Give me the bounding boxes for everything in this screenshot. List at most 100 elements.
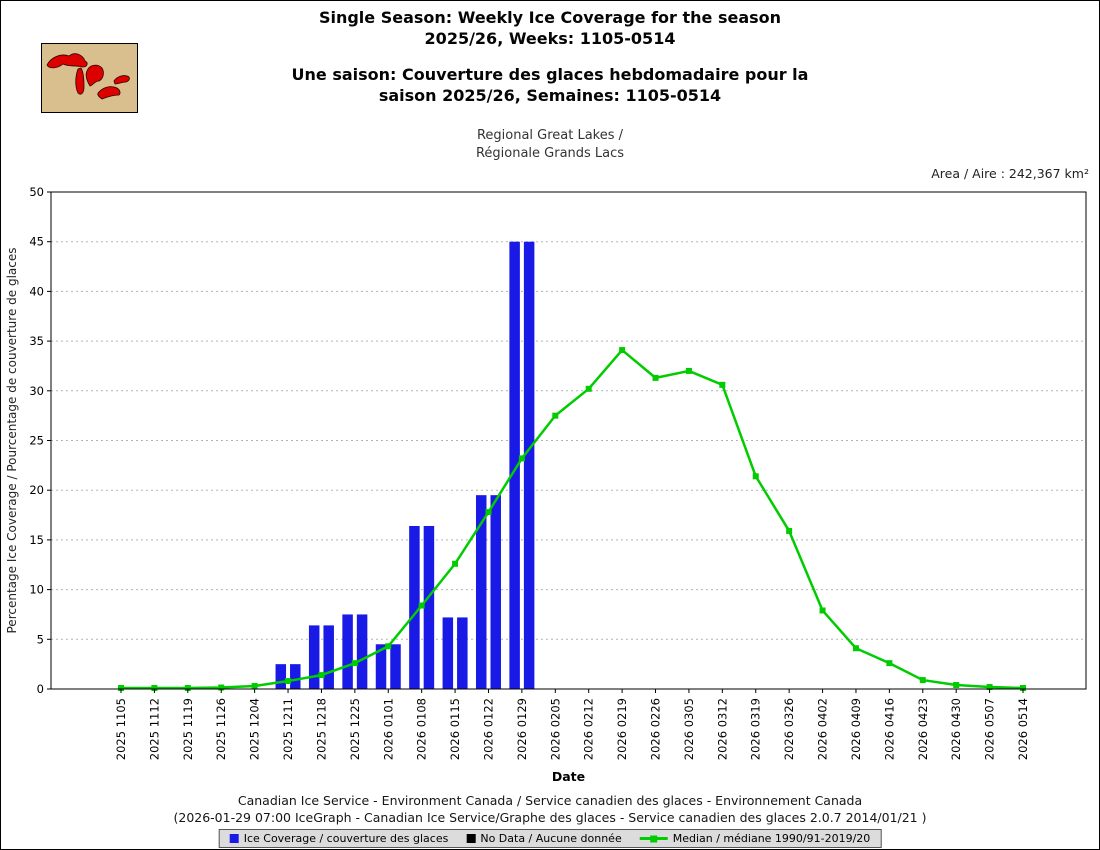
median-point (1020, 685, 1026, 692)
median-point (786, 527, 793, 534)
median-markers (118, 347, 1026, 692)
x-tick-label: 2025 1105 (114, 698, 128, 760)
ice-bar (457, 617, 468, 689)
x-tick-label: 2026 0101 (381, 698, 395, 760)
ice-bar (342, 614, 353, 689)
x-tick-label: 2025 1112 (147, 698, 161, 760)
ice-bar (390, 644, 401, 689)
median-point (852, 645, 859, 652)
x-tick-label: 2025 1119 (181, 698, 195, 760)
x-tick-label: 2026 0108 (415, 698, 429, 760)
legend-item-ice-coverage: Ice Coverage / couverture des glaces (229, 832, 448, 845)
x-tick-label: 2026 0305 (682, 698, 696, 760)
x-tick-label: 2025 1204 (248, 698, 262, 760)
ice-bar (290, 664, 301, 689)
legend-item-median: Median / médiane 1990/91-2019/20 (639, 832, 871, 845)
footer-generated-line: (2026-01-29 07:00 IceGraph - Canadian Ic… (173, 810, 927, 825)
x-tick-label: 2025 1211 (281, 698, 295, 760)
ice-coverage-chart: 0 5 10 15 20 25 30 35 40 45 50 2025 1105 2025 1112 20… (1, 183, 1099, 791)
title-english: Single Season: Weekly Ice Coverage for t… (318, 8, 782, 48)
ice-coverage-bars (275, 241, 535, 689)
y-tick-label: 20 (29, 483, 44, 497)
median-point (752, 473, 759, 480)
median-point (518, 455, 525, 462)
median-point (585, 385, 592, 392)
y-tick-label: 15 (29, 533, 44, 547)
x-tick-label: 2026 0402 (816, 698, 830, 760)
x-tick-label: 2026 0205 (548, 698, 562, 760)
x-tick-label: 2026 0514 (1016, 698, 1030, 760)
x-tick-label: 2026 0122 (481, 698, 495, 760)
ice-bar (275, 664, 287, 689)
median-point (285, 678, 292, 685)
ice-bar (423, 525, 435, 689)
y-tick-label: 5 (37, 632, 44, 646)
x-tick-label: 2025 1218 (314, 698, 328, 760)
y-tick-label: 30 (29, 384, 44, 398)
median-point (652, 374, 659, 381)
median-point (351, 660, 358, 667)
title-french: Une saison: Couverture des glaces hebdom… (291, 65, 809, 105)
median-point (318, 672, 325, 679)
median-point (452, 560, 459, 567)
area-label: Area / Aire : 242,367 km² (931, 166, 1089, 181)
x-tick-label: 2025 1225 (348, 698, 362, 760)
x-tick-label: 2026 0219 (615, 698, 629, 760)
median-point (251, 683, 258, 690)
no-data-swatch (466, 834, 476, 843)
ice-bar (323, 625, 334, 689)
y-axis-title: Percentage Ice Coverage / Pourcentage de… (5, 247, 19, 633)
ice-bar (523, 241, 535, 689)
ice-coverage-swatch (229, 834, 239, 843)
footer-source-line: Canadian Ice Service - Environment Canad… (237, 793, 863, 808)
chart-canvas: 0 5 10 15 20 25 30 35 40 45 50 2025 1105 2025 1112 20… (5, 185, 1087, 784)
median-line (119, 348, 1025, 690)
y-tick-label: 45 (29, 235, 44, 249)
median-point (953, 682, 960, 689)
x-tick-label: 2026 0212 (582, 698, 596, 760)
x-tick-label: 2026 0507 (983, 698, 997, 760)
great-lakes-shape (46, 53, 130, 100)
y-tick-label: 40 (29, 284, 44, 298)
legend-item-no-data: No Data / Aucune donnée (466, 832, 622, 845)
region-subtitle: Regional Great Lakes / Régionale Grands … (475, 128, 625, 161)
median-point (886, 660, 893, 667)
x-tick-label: 2026 0430 (949, 698, 963, 760)
x-tick-label: 2026 0326 (782, 698, 796, 760)
median-point (719, 381, 726, 388)
legend-median-label: Median / médiane 1990/91-2019/20 (672, 832, 871, 845)
x-tick-label: 2026 0226 (649, 698, 663, 760)
y-tick-label: 0 (37, 682, 44, 696)
ice-bar (475, 495, 487, 689)
median-point (151, 685, 158, 692)
median-point (819, 607, 826, 614)
ice-bar (442, 617, 454, 689)
median-point (552, 412, 559, 419)
great-lakes-logo (41, 43, 138, 113)
ice-bar (375, 644, 387, 689)
median-point (986, 684, 993, 691)
y-tick-label: 25 (29, 434, 44, 448)
y-tick-label: 10 (29, 583, 44, 597)
median-point (619, 347, 626, 354)
legend-no-data-label: No Data / Aucune donnée (480, 832, 622, 845)
x-tick-label: 2026 0129 (515, 698, 529, 760)
ice-bar (509, 241, 520, 689)
median-point (485, 509, 492, 516)
median-point (184, 685, 191, 692)
x-tick-label: 2026 0409 (849, 698, 863, 760)
ice-bar (490, 495, 501, 689)
chart-legend: Ice Coverage / couverture des glaces No … (218, 829, 882, 848)
median-point (685, 367, 692, 374)
median-point (385, 643, 392, 650)
ice-bar (308, 625, 320, 689)
x-tick-label: 2026 0423 (916, 698, 930, 760)
y-tick-label: 50 (29, 185, 44, 199)
median-point (218, 684, 225, 691)
median-line-swatch (639, 835, 668, 842)
median-point (919, 677, 926, 684)
x-tick-label: 2026 0312 (715, 698, 729, 760)
median-point (418, 602, 425, 609)
median-point (118, 685, 124, 692)
